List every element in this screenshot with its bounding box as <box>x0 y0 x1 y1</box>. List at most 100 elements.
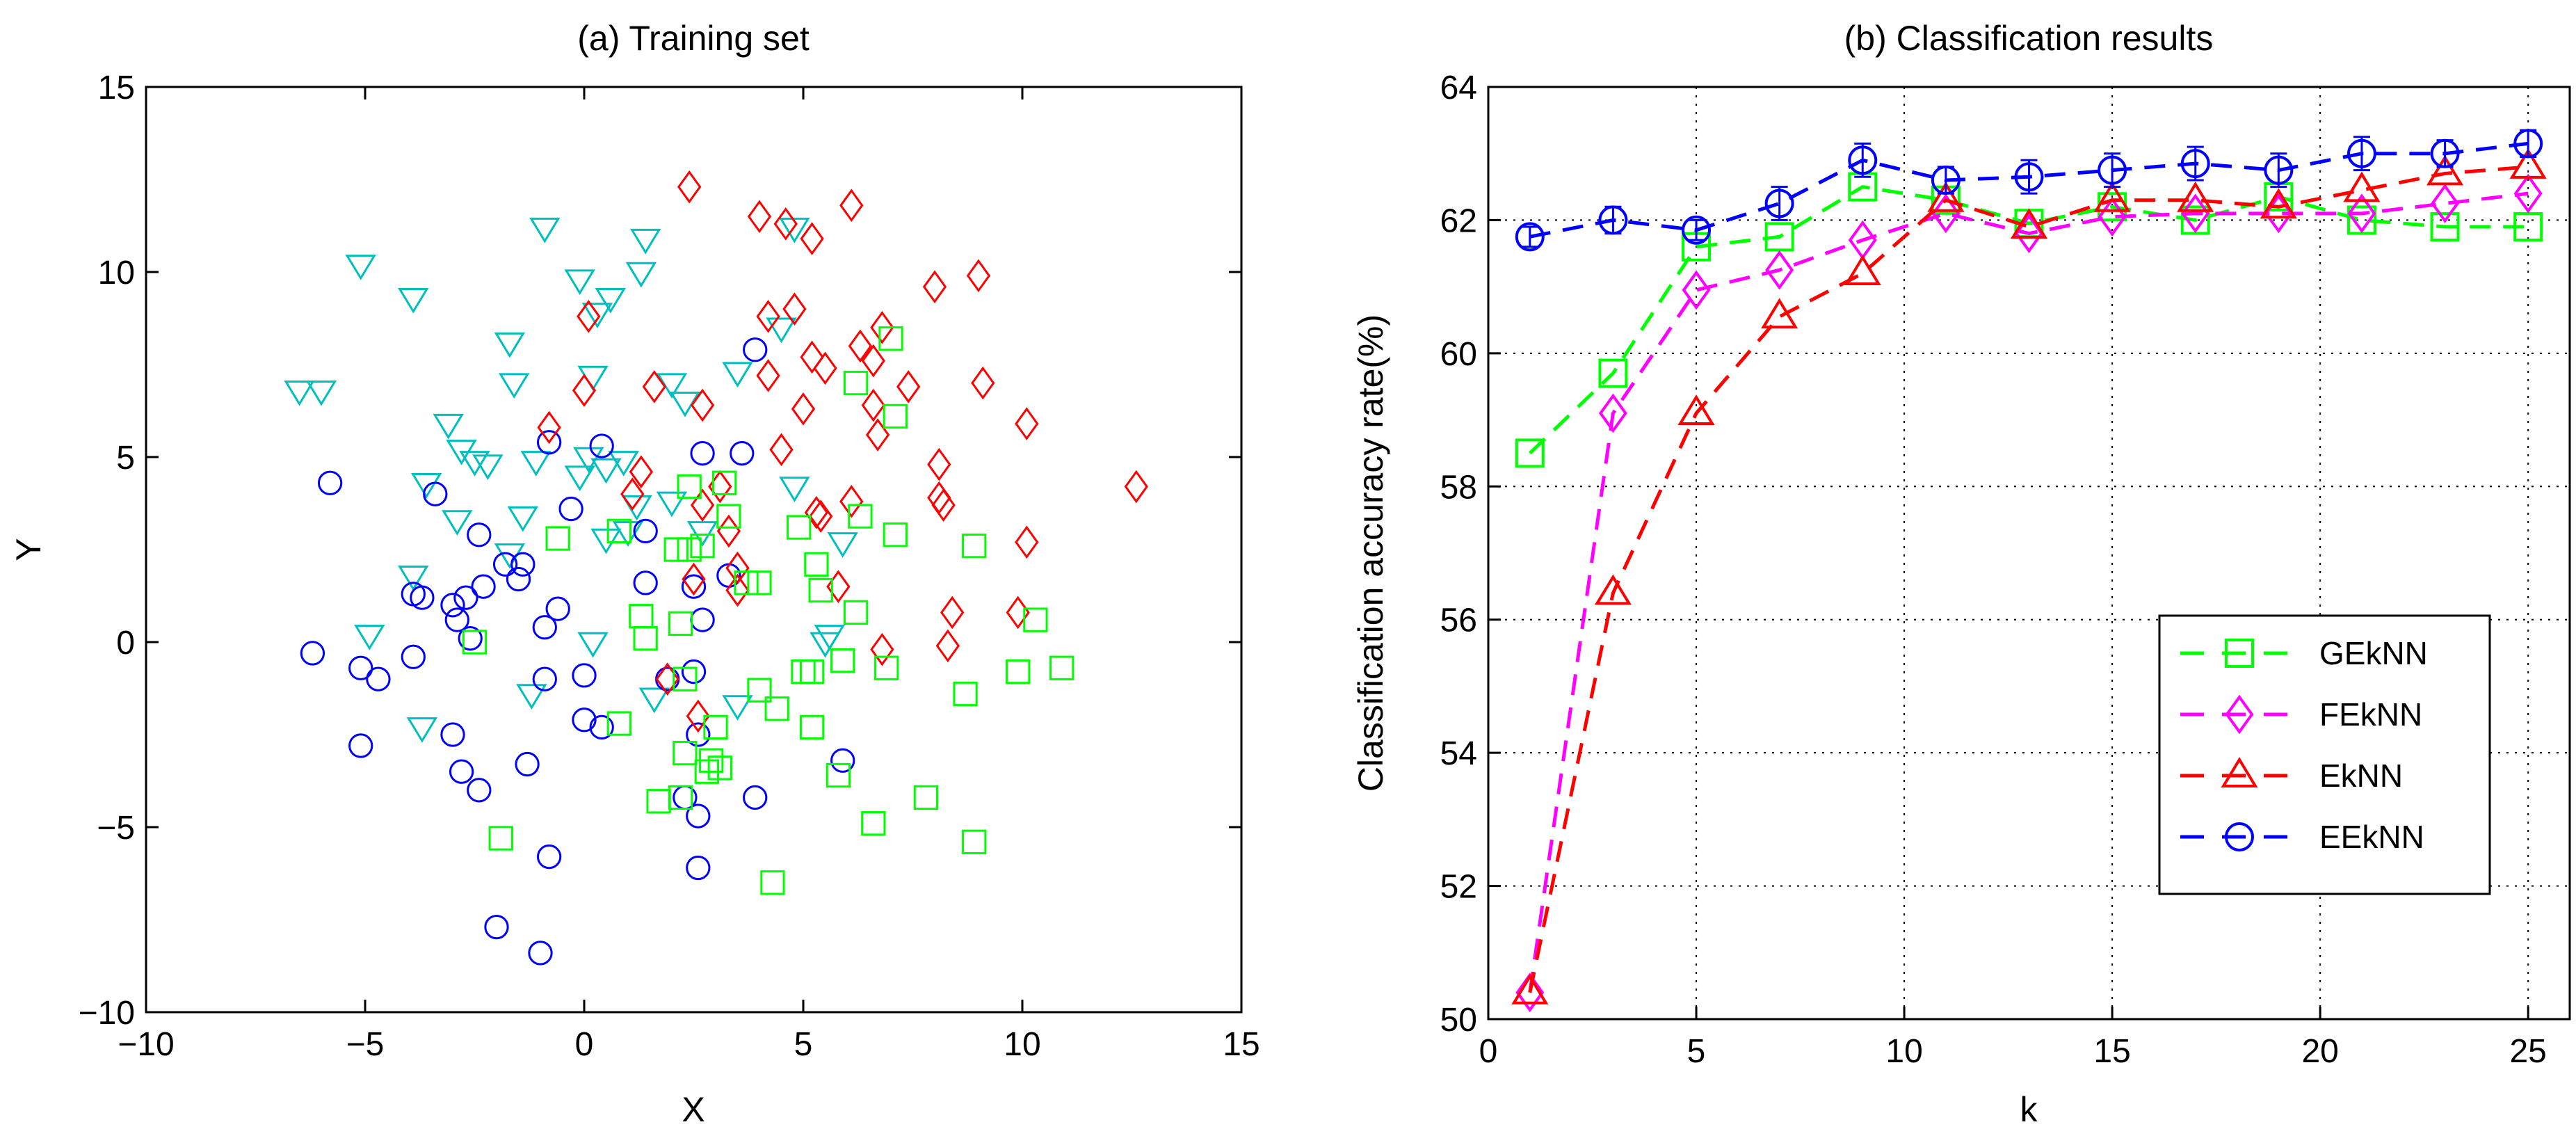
scatter-point-diamond <box>809 499 833 533</box>
scatter-point-circle <box>471 574 496 599</box>
scatter-point-square <box>545 526 570 551</box>
scatter-point-square <box>673 740 698 766</box>
y-tick-label: 15 <box>98 70 135 106</box>
data-point-EEkNN <box>1515 222 1545 252</box>
data-point-EkNN <box>1677 394 1715 425</box>
scatter-point-diamond <box>682 562 706 596</box>
data-point-FEkNN <box>2015 214 2043 253</box>
scatter-point-square <box>878 326 903 351</box>
scatter-point-triangle-down <box>516 684 547 710</box>
scatter-point-circle <box>467 522 492 547</box>
data-point-EEkNN <box>2098 155 2127 185</box>
scatter-point-triangle-down <box>590 528 622 554</box>
scatter-point-triangle-down <box>305 380 337 406</box>
scatter-point-diamond <box>769 433 794 467</box>
accuracy-plot-frame <box>1487 86 2571 1021</box>
scatter-x-axis-label: X <box>682 1090 705 1129</box>
data-point-EkNN <box>2093 181 2131 212</box>
scatter-ticks: −10−10 −5 −5 0 0 5 5 10 10 15 15 <box>79 70 1260 1063</box>
scatter-point-triangle-down <box>564 269 595 296</box>
scatter-point-diamond <box>870 632 894 666</box>
scatter-point-diamond <box>931 488 956 522</box>
scatter-point-diamond <box>1006 595 1030 630</box>
y-tick-label: 62 <box>1440 202 1477 239</box>
data-point-EEkNN <box>2264 155 2294 185</box>
scatter-point-square <box>677 537 702 562</box>
scatter-point-square <box>663 537 689 562</box>
scatter-point-circle <box>444 607 469 632</box>
scatter-point-circle <box>633 518 658 544</box>
y-tick-label: 10 <box>98 255 135 291</box>
data-point-EkNN <box>2426 154 2464 186</box>
scatter-point-square <box>734 570 759 595</box>
data-point-EkNN <box>2010 208 2048 239</box>
scatter-point-circle <box>348 733 373 758</box>
data-point-EEkNN <box>2180 149 2210 179</box>
x-tick-label: −10 <box>118 1026 174 1063</box>
scatter-point-diamond <box>804 495 829 529</box>
data-point-GEkNN <box>2513 212 2543 241</box>
scatter-point-circle <box>690 441 715 466</box>
data-point-EkNN <box>2509 147 2547 179</box>
scatter-point-square <box>668 785 693 810</box>
scatter-point-circle <box>743 337 768 362</box>
scatter-point-triangle-down <box>581 303 613 328</box>
scatter-point-circle <box>830 748 855 773</box>
x-tick-label: −5 <box>346 1026 385 1063</box>
scatter-point-circle <box>681 574 707 599</box>
scatter-point-diamond <box>971 366 995 400</box>
scatter-point-triangle-down <box>472 454 504 481</box>
scatter-point-diamond <box>677 170 702 204</box>
data-point-GEkNN <box>1598 358 1628 388</box>
scatter-point-triangle-down <box>284 380 315 406</box>
data-point-FEkNN <box>2347 193 2376 234</box>
scatter-title: (a) Training set <box>577 19 810 58</box>
scatter-point-square <box>953 681 978 707</box>
scatter-point-circle <box>510 552 536 577</box>
scatter-point-square <box>843 600 869 625</box>
x-tick-label: 0 <box>575 1026 594 1063</box>
scatter-plot-area <box>145 86 1243 1014</box>
scatter-point-diamond <box>865 418 890 451</box>
data-point-EEkNN <box>1848 145 1878 175</box>
scatter-point-circle <box>589 433 614 458</box>
scatter-point-circle <box>536 844 562 870</box>
scatter-point-circle <box>686 855 711 881</box>
y-tick-label: 58 <box>1440 469 1477 506</box>
data-point-FEkNN <box>1598 393 1627 433</box>
scatter-point-square <box>787 515 812 540</box>
legend-marker-GEkNN <box>2225 639 2254 668</box>
scatter-point-triangle-down <box>406 717 438 743</box>
scatter-point-circle <box>440 722 465 747</box>
scatter-point-circle <box>423 481 448 506</box>
scatter-point-triangle-down <box>814 625 846 650</box>
y-tick-label: 56 <box>1440 602 1477 639</box>
y-tick-label: 50 <box>1440 1002 1477 1039</box>
scatter-point-square <box>633 626 658 651</box>
scatter-y-axis-label: Y <box>9 538 48 561</box>
data-point-EEkNN <box>2513 129 2543 159</box>
scatter-point-triangle-down <box>779 217 810 243</box>
data-point-EkNN <box>2343 171 2381 202</box>
scatter-point-circle <box>484 914 509 940</box>
scatter-point-circle <box>572 707 597 733</box>
x-tick-label: 20 <box>2301 1033 2338 1070</box>
y-tick-label: 60 <box>1440 336 1477 373</box>
scatter-point-triangle-down <box>766 317 797 344</box>
scatter-point-square <box>962 534 987 559</box>
scatter-point-triangle-down <box>779 477 810 503</box>
accuracy-x-axis-label: k <box>2020 1090 2038 1129</box>
scatter-point-circle <box>458 626 483 651</box>
x-tick-label: 15 <box>2093 1033 2130 1070</box>
scatter-point-diamond <box>756 359 780 392</box>
scatter-point-square <box>668 611 693 637</box>
scatter-point-triangle-down <box>827 532 858 558</box>
scatter-point-square <box>799 714 825 740</box>
scatter-point-diamond <box>922 270 947 304</box>
scatter-point-triangle-down <box>442 510 473 536</box>
scatter-point-diamond <box>629 455 654 489</box>
scatter-point-triangle-down <box>595 287 627 314</box>
scatter-point-diamond <box>577 300 601 333</box>
y-tick-label: 52 <box>1440 869 1477 906</box>
data-point-FEkNN <box>1682 270 1711 310</box>
